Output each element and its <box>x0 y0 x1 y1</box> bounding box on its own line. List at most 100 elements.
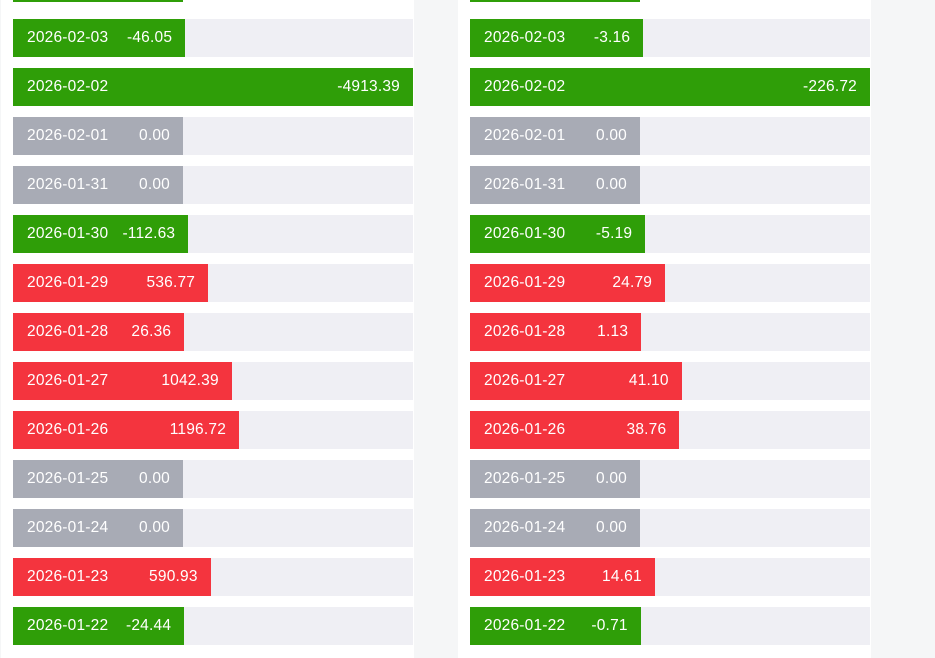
bar-row: 2026-01-27 1042.39 <box>13 362 413 400</box>
bar-date-label: 2026-01-29 <box>484 274 566 291</box>
bar-value-label: -46.05 <box>126 29 173 46</box>
value-bar[interactable]: 2026-01-26 38.76 <box>470 411 680 449</box>
value-bar[interactable]: 2026-01-29 536.77 <box>13 264 209 302</box>
bar-row: 2026-01-24 0.00 <box>13 509 413 547</box>
value-bar[interactable]: 2026-01-25 0.00 <box>13 460 183 498</box>
bar-date-label: 2026-01-26 <box>27 421 109 438</box>
bar-value-label: 41.10 <box>628 372 669 389</box>
bar-row: 2026-01-25 0.00 <box>13 460 413 498</box>
daily-bar-chart-right: 2026-02-03 -3.16 2026-02-02 -226.72 2026… <box>458 0 871 658</box>
bar-row: 2026-01-22 -24.44 <box>13 607 413 645</box>
bar-date-label: 2026-01-25 <box>484 470 566 487</box>
value-bar[interactable]: 2026-01-24 0.00 <box>470 509 640 547</box>
bar-row: 2026-02-02 -4913.39 <box>13 68 413 106</box>
bar-date-label: 2026-01-24 <box>484 519 566 536</box>
value-bar[interactable]: 2026-02-01 0.00 <box>13 117 183 155</box>
bar-row: 2026-01-31 0.00 <box>13 166 413 204</box>
bar-date-label: 2026-01-23 <box>27 568 109 585</box>
bar-value-label: -5.19 <box>595 225 633 242</box>
value-bar[interactable]: 2026-02-03 -46.05 <box>13 19 186 57</box>
value-bar[interactable]: 2026-02-03 -3.16 <box>470 19 644 57</box>
value-bar[interactable]: 2026-02-01 0.00 <box>470 117 640 155</box>
bar-row: 2026-01-31 0.00 <box>470 166 870 204</box>
bar-value-label: 0.00 <box>596 176 627 193</box>
bar-value-label: 1196.72 <box>169 421 227 438</box>
value-bar[interactable]: 2026-01-31 0.00 <box>470 166 640 204</box>
bar-rows: 2026-02-03 -46.05 2026-02-02 -4913.39 20… <box>13 19 413 645</box>
value-bar[interactable]: 2026-01-28 1.13 <box>470 313 642 351</box>
bar-date-label: 2026-01-24 <box>27 519 109 536</box>
bar-row: 2026-02-02 -226.72 <box>470 68 870 106</box>
bar-row: 2026-01-27 41.10 <box>470 362 870 400</box>
daily-bar-chart-left: 2026-02-03 -46.05 2026-02-02 -4913.39 20… <box>1 0 414 658</box>
value-bar[interactable]: 2026-01-25 0.00 <box>470 460 640 498</box>
bar-value-label: -3.16 <box>593 29 631 46</box>
bar-date-label: 2026-01-27 <box>484 372 566 389</box>
value-bar[interactable]: 2026-01-30 -5.19 <box>470 215 646 253</box>
value-bar[interactable]: 2026-02-02 -226.72 <box>470 68 870 106</box>
value-bar[interactable]: 2026-01-22 -0.71 <box>470 607 641 645</box>
bar-value-label: -226.72 <box>803 78 857 95</box>
bar-value-label: 1042.39 <box>161 372 219 389</box>
bar-date-label: 2026-01-30 <box>484 225 566 242</box>
bar-value-label: 590.93 <box>149 568 198 585</box>
bar-date-label: 2026-01-27 <box>27 372 109 389</box>
bar-row: 2026-01-29 536.77 <box>13 264 413 302</box>
bar-date-label: 2026-02-01 <box>484 127 566 144</box>
bar-row: 2026-01-24 0.00 <box>470 509 870 547</box>
bar-row: 2026-01-23 14.61 <box>470 558 870 596</box>
bar-value-label: 536.77 <box>146 274 196 291</box>
bar-value-label: -24.44 <box>125 617 172 634</box>
bar-date-label: 2026-02-03 <box>484 29 566 46</box>
value-bar[interactable]: 2026-01-28 26.36 <box>13 313 185 351</box>
bar-date-label: 2026-01-31 <box>27 176 109 193</box>
value-bar[interactable]: 2026-01-26 1196.72 <box>13 411 240 449</box>
bar-value-label: 26.36 <box>131 323 172 340</box>
bar-value-label: 0.00 <box>139 176 170 193</box>
bar-value-label: -0.71 <box>591 617 628 634</box>
bar-date-label: 2026-01-28 <box>484 323 566 340</box>
bar-row: 2026-02-03 -46.05 <box>13 19 413 57</box>
value-bar[interactable]: 2026-01-23 590.93 <box>13 558 211 596</box>
bar-date-label: 2026-02-03 <box>27 29 109 46</box>
bar-row: 2026-01-25 0.00 <box>470 460 870 498</box>
bar-row: 2026-01-22 -0.71 <box>470 607 870 645</box>
value-bar[interactable]: 2026-01-27 1042.39 <box>13 362 232 400</box>
bar-date-label: 2026-01-23 <box>484 568 566 585</box>
bar-row: 2026-01-28 1.13 <box>470 313 870 351</box>
value-bar[interactable]: 2026-01-22 -24.44 <box>13 607 185 645</box>
bar-date-label: 2026-01-31 <box>484 176 566 193</box>
value-bar[interactable]: 2026-01-29 24.79 <box>470 264 666 302</box>
bar-row: 2026-01-28 26.36 <box>13 313 413 351</box>
value-bar[interactable]: 2026-01-23 14.61 <box>470 558 655 596</box>
bar-value-label: 24.79 <box>612 274 653 291</box>
cutoff-top-bar-sliver <box>470 0 640 2</box>
bar-row: 2026-01-26 38.76 <box>470 411 870 449</box>
value-bar[interactable]: 2026-01-31 0.00 <box>13 166 183 204</box>
value-bar[interactable]: 2026-01-27 41.10 <box>470 362 682 400</box>
bar-date-label: 2026-01-22 <box>484 617 566 634</box>
bar-row: 2026-01-30 -5.19 <box>470 215 870 253</box>
bar-value-label: 0.00 <box>596 127 627 144</box>
bar-row: 2026-01-23 590.93 <box>13 558 413 596</box>
bar-date-label: 2026-01-26 <box>484 421 566 438</box>
bar-row: 2026-01-26 1196.72 <box>13 411 413 449</box>
bar-value-label: -112.63 <box>122 225 176 242</box>
value-bar[interactable]: 2026-02-02 -4913.39 <box>13 68 413 106</box>
bar-date-label: 2026-01-25 <box>27 470 109 487</box>
bar-date-label: 2026-01-29 <box>27 274 109 291</box>
bar-row: 2026-02-03 -3.16 <box>470 19 870 57</box>
bar-value-label: 0.00 <box>139 127 170 144</box>
bar-value-label: 14.61 <box>602 568 642 585</box>
bar-value-label: 0.00 <box>596 470 627 487</box>
bar-row: 2026-02-01 0.00 <box>13 117 413 155</box>
value-bar[interactable]: 2026-01-24 0.00 <box>13 509 183 547</box>
bar-date-label: 2026-01-30 <box>27 225 109 242</box>
bar-date-label: 2026-02-02 <box>484 78 566 95</box>
bar-value-label: 38.76 <box>626 421 667 438</box>
bar-row: 2026-01-30 -112.63 <box>13 215 413 253</box>
value-bar[interactable]: 2026-01-30 -112.63 <box>13 215 189 253</box>
bar-value-label: 1.13 <box>597 323 629 340</box>
bar-date-label: 2026-01-22 <box>27 617 109 634</box>
